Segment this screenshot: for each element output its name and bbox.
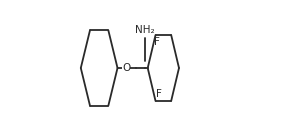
Text: O: O <box>122 63 130 73</box>
Text: F: F <box>154 37 160 47</box>
Text: NH₂: NH₂ <box>135 25 155 35</box>
Text: F: F <box>156 89 162 99</box>
